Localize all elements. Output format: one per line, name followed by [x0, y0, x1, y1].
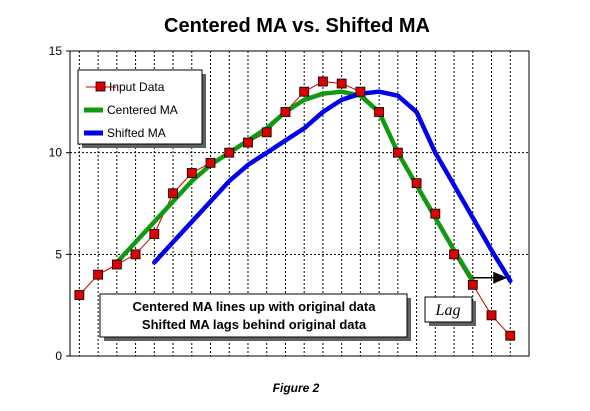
data-point	[467, 279, 478, 290]
y-tick-label: 0	[55, 349, 62, 363]
data-point	[280, 107, 291, 117]
data-point	[430, 208, 441, 219]
data-point	[93, 269, 104, 280]
y-tick-label: 15	[49, 44, 63, 58]
lag-label: Lag	[435, 302, 461, 319]
series-layer	[74, 76, 516, 341]
legend-label-input: Input Data	[109, 80, 165, 94]
chart-title: Centered MA vs. Shifted MA	[164, 15, 430, 37]
note-line-1: Centered MA lines up with original data	[133, 299, 377, 314]
legend-marker-input	[95, 81, 106, 92]
y-tick-label: 10	[49, 146, 63, 160]
legend-label-shifted: Shifted MA	[107, 126, 166, 140]
data-point	[336, 78, 347, 89]
grid	[70, 51, 529, 356]
data-point	[243, 137, 253, 148]
lag-arrow	[472, 271, 508, 284]
data-point	[205, 157, 216, 168]
legend-label-centered: Centered MA	[107, 103, 178, 117]
data-point	[299, 86, 310, 97]
data-point	[505, 330, 516, 341]
data-point	[318, 76, 328, 87]
data-point	[261, 127, 272, 138]
y-axis: 0 5 10 15	[49, 44, 70, 363]
lag-annotation: Lag	[424, 296, 476, 326]
note-line-2: Shifted MA lags behind original data	[142, 317, 367, 332]
data-point	[355, 86, 366, 97]
data-point	[374, 107, 385, 117]
data-point	[486, 310, 497, 321]
data-point	[111, 259, 122, 270]
data-point	[168, 188, 178, 199]
legend: Input Data Centered MA Shifted MA	[77, 69, 206, 148]
data-point	[224, 147, 235, 158]
series-line-shifted-ma	[152, 89, 513, 284]
data-point	[74, 290, 85, 300]
data-point	[392, 147, 403, 158]
data-point	[449, 249, 459, 260]
lag-arrow-head	[493, 271, 508, 284]
figure-caption: Figure 2	[273, 381, 320, 395]
data-point	[186, 168, 197, 178]
data-point	[411, 178, 422, 189]
data-point	[130, 249, 141, 260]
note-box: Centered MA lines up with original data …	[99, 293, 411, 341]
data-point	[149, 229, 160, 239]
y-tick-label: 5	[55, 247, 62, 261]
